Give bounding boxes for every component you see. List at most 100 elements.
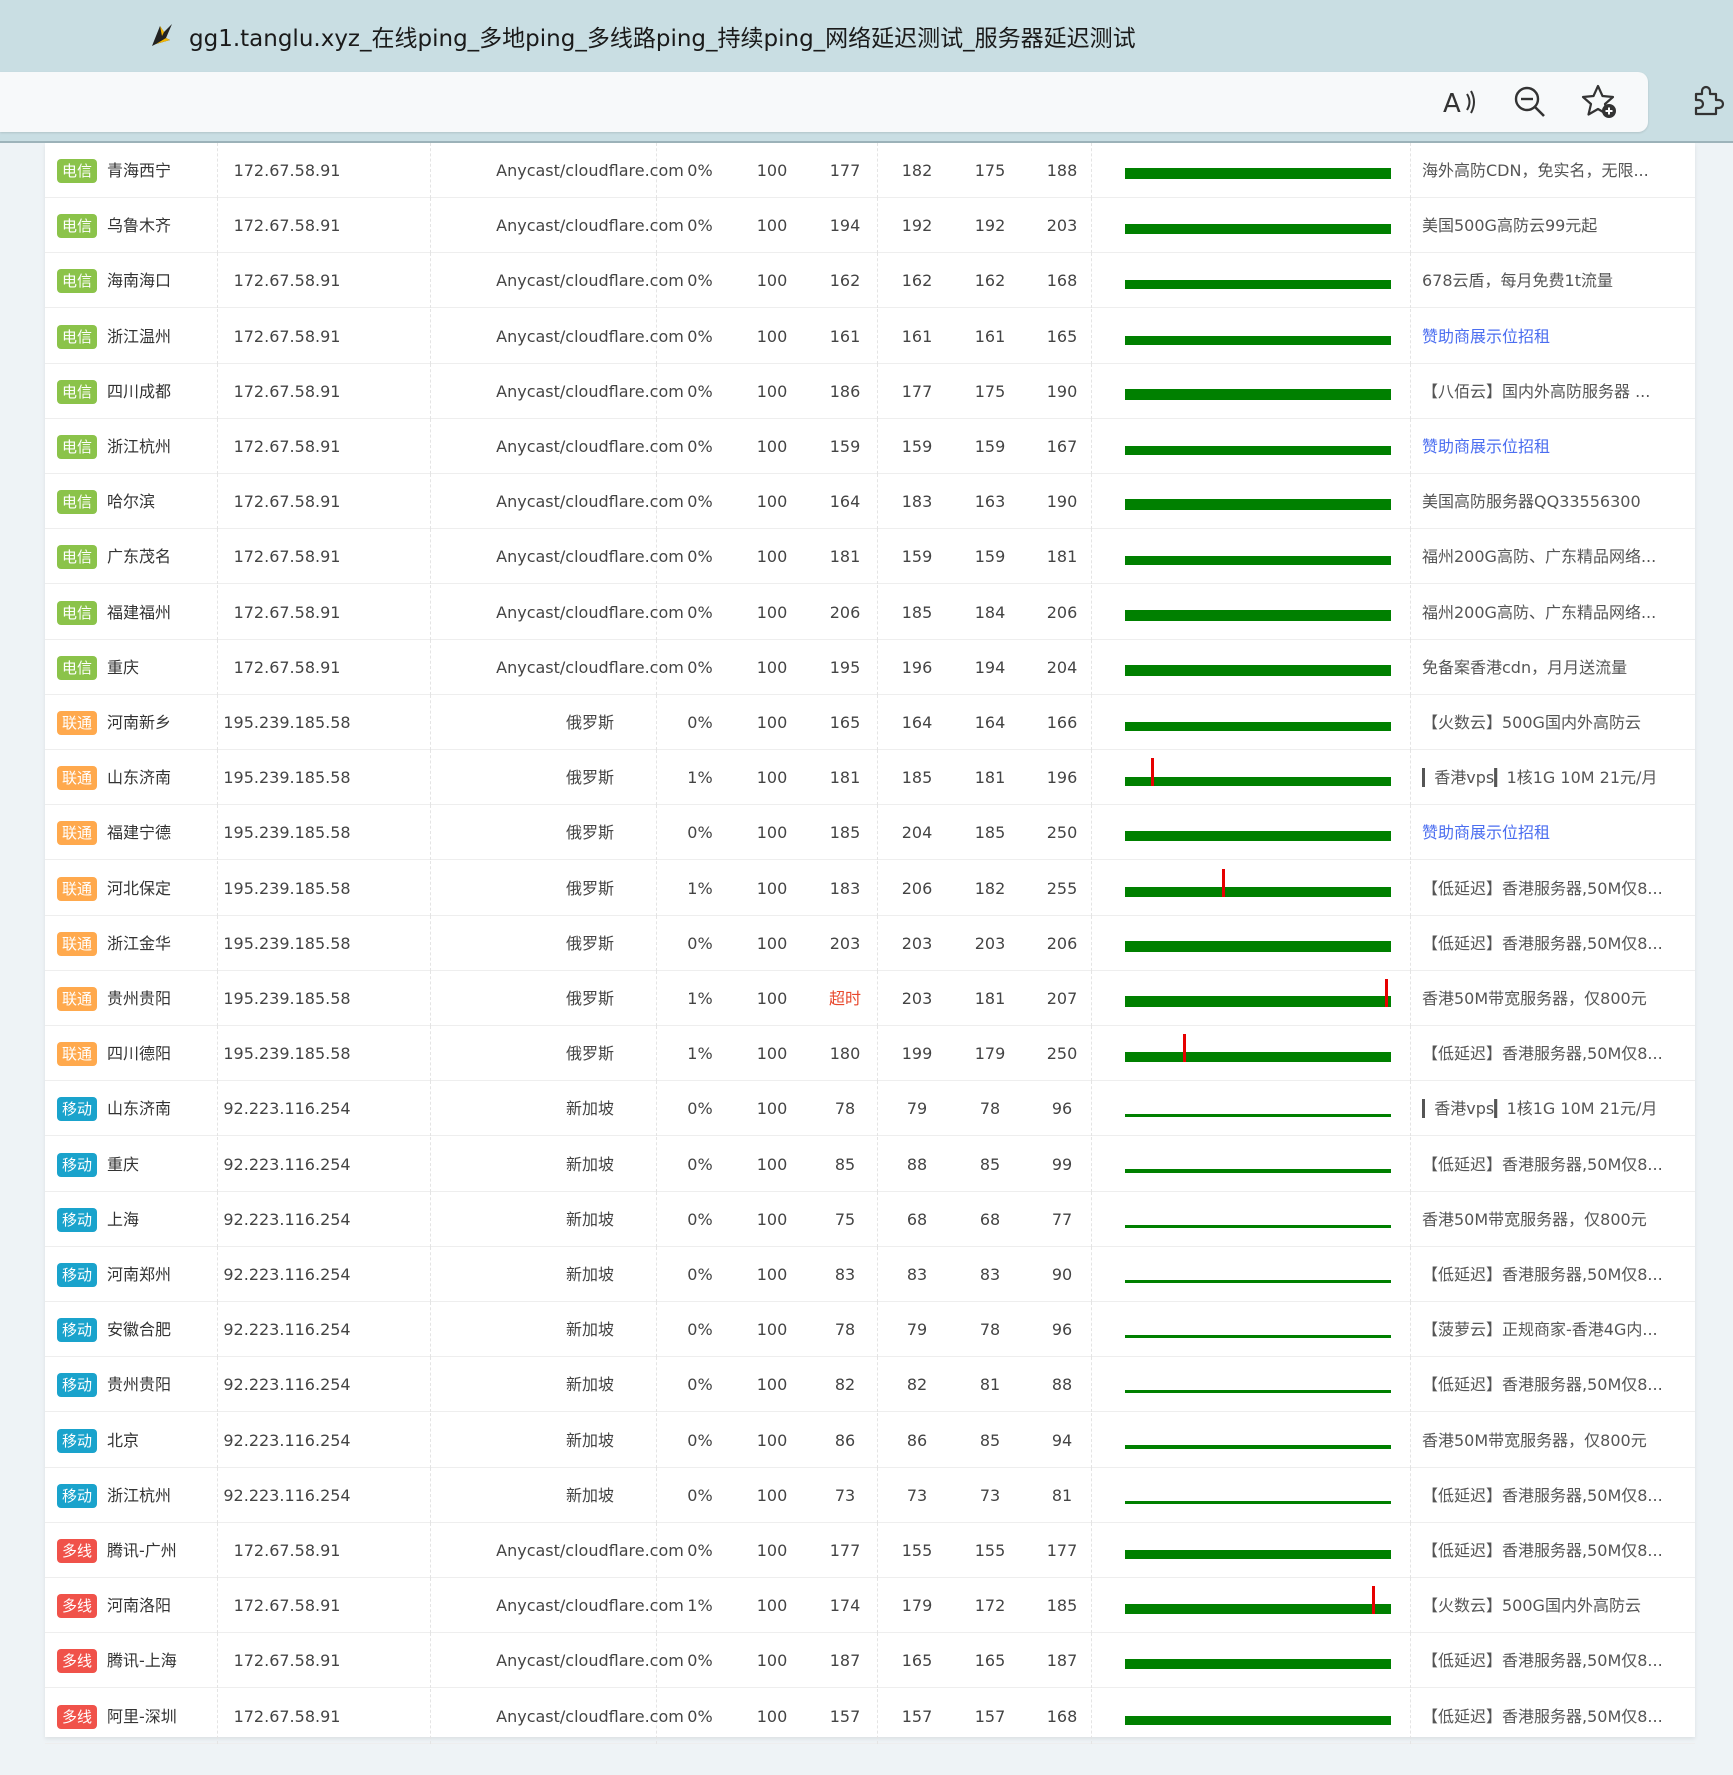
column-divider [430,1026,431,1082]
sponsor-ad[interactable]: 海外高防CDN，免实名，无限... [1422,161,1649,180]
isp-badge: 联通 [57,711,98,735]
column-divider [1410,1081,1411,1137]
geo-cell: Anycast/cloudflare.com [496,602,684,622]
latency-graph [1125,1523,1391,1578]
address-bar[interactable]: A [0,72,1648,132]
sponsor-ad[interactable]: 678云盾，每月免费1t流量 [1422,271,1613,291]
add-favorite-icon[interactable] [1580,82,1620,122]
column-divider [656,1026,657,1082]
column-divider [1091,1578,1092,1634]
geo-cell: Anycast/cloudflare.com [496,1651,684,1671]
sponsor-ad[interactable]: 【低延迟】香港服务器,50M仅8... [1422,1044,1663,1064]
window-titlebar: gg1.tanglu.xyz_在线ping_多地ping_多线路ping_持续p… [0,0,1733,72]
sponsor-ad[interactable]: 美国500G高防云99元起 [1422,216,1598,236]
column-divider [656,750,657,806]
sent-cell: 100 [756,271,788,291]
sponsor-ad[interactable]: 【低延迟】香港服务器,50M仅8... [1422,1265,1663,1284]
ip-cell: 172.67.58.91 [233,492,341,512]
loss-cell: 0% [687,1154,713,1174]
max-cell: 166 [1046,713,1078,732]
column-divider [877,1136,878,1192]
location-cell: 河南郑州 [107,1265,172,1284]
column-divider [656,639,657,695]
sponsor-ad[interactable]: 福州200G高防、广东精品网络... [1422,602,1657,622]
column-divider [656,198,657,254]
ip-cell: 92.223.116.254 [223,1485,351,1505]
column-divider [1091,1191,1092,1247]
sponsor-ad[interactable]: ▎香港vps▎1核1G 10M 21元/月 [1422,1099,1658,1119]
sponsor-ad[interactable]: 免备案香港cdn，月月送流量 [1422,657,1628,677]
sponsor-ad[interactable]: 【低延迟】香港服务器,50M仅8... [1422,1375,1663,1395]
sponsor-ad[interactable]: 【低延迟】香港服务器,50M仅8... [1422,1706,1663,1726]
sponsor-ad[interactable]: 香港50M带宽服务器，仅800元 [1422,989,1647,1008]
read-aloud-icon[interactable]: A [1440,82,1480,122]
sponsor-ad[interactable]: 【低延迟】香港服务器,50M仅8... [1422,878,1663,898]
ip-cell: 172.67.58.91 [233,1706,341,1726]
geo-cell: 俄罗斯 [565,1044,614,1064]
column-divider [877,1467,878,1523]
column-divider [1091,1467,1092,1523]
ip-cell: 92.223.116.254 [223,1154,351,1174]
sponsor-ad[interactable]: 美国高防服务器QQ33556300 [1422,492,1641,512]
sponsor-ad[interactable]: 【低延迟】香港服务器,50M仅8... [1422,1651,1663,1671]
last-cell: 78 [834,1320,856,1340]
sponsor-ad[interactable]: 【火数云】500G国内外高防云 [1422,1596,1641,1616]
avg-cell: 183 [901,492,933,512]
column-divider [430,1467,431,1523]
column-divider [877,1633,878,1689]
column-divider [656,1633,657,1689]
sponsor-ad[interactable]: 【低延迟】香港服务器,50M仅8... [1422,1154,1663,1174]
min-cell: 179 [974,1044,1006,1064]
max-cell: 190 [1046,381,1078,401]
column-divider [217,363,218,419]
column-divider [877,1081,878,1137]
last-cell: 164 [829,492,861,512]
sponsor-ad[interactable]: ▎香港vps▎1核1G 10M 21元/月 [1422,768,1658,788]
sponsor-ad[interactable]: 香港50M带宽服务器，仅800元 [1422,1209,1647,1229]
ip-cell: 195.239.185.58 [223,768,351,788]
avg-cell: 185 [901,602,933,622]
sponsor-ad[interactable]: 香港50M带宽服务器，仅800元 [1422,1430,1647,1450]
sponsor-ad[interactable]: 【低延迟】香港服务器,50M仅8... [1422,933,1663,953]
column-divider [877,639,878,695]
min-cell: 184 [974,602,1006,622]
sponsor-ad[interactable]: 【低延迟】香港服务器,50M仅8... [1422,1485,1663,1505]
last-cell: 183 [829,878,861,898]
column-divider [1410,805,1411,861]
column-divider [656,584,657,640]
sponsor-link[interactable]: 赞助商展示位招租 [1422,823,1551,843]
sponsor-ad[interactable]: 【八佰云】国内外高防服务器 ... [1422,381,1651,401]
isp-badge: 电信 [57,655,98,680]
ip-cell: 195.239.185.58 [223,823,351,843]
column-divider [1410,695,1411,750]
sponsor-ad[interactable]: 【低延迟】香港服务器,50M仅8... [1422,1541,1663,1560]
column-divider [430,474,431,530]
location-cell: 乌鲁木齐 [107,216,172,236]
column-divider [430,529,431,585]
latency-fill [1125,1550,1391,1559]
sponsor-ad[interactable]: 福州200G高防、广东精品网络... [1422,547,1657,567]
latency-fill [1125,1500,1391,1504]
location-cell: 四川德阳 [107,1044,172,1064]
column-divider [430,1081,431,1137]
geo-cell: Anycast/cloudflare.com [496,437,684,456]
column-divider [656,915,657,971]
extensions-icon[interactable] [1686,82,1726,122]
table-row: 移动 山东济南 92.223.116.254 新加坡 0% 100 78 79 78 96 ▎香港v… [45,1081,1695,1137]
avg-cell: 83 [906,1265,928,1284]
max-cell: 188 [1046,161,1078,180]
column-divider [656,1191,657,1247]
location-cell: 河北保定 [107,878,172,898]
column-divider [1091,1688,1092,1744]
sponsor-link[interactable]: 赞助商展示位招租 [1422,326,1551,346]
column-divider [877,1412,878,1468]
column-divider [1410,253,1411,309]
zoom-out-icon[interactable] [1510,82,1550,122]
column-divider [877,198,878,254]
column-divider [430,1191,431,1247]
avg-cell: 161 [901,326,933,346]
sponsor-ad[interactable]: 【火数云】500G国内外高防云 [1422,713,1641,732]
sponsor-link[interactable]: 赞助商展示位招租 [1422,437,1551,456]
sponsor-ad[interactable]: 【菠萝云】正规商家-香港4G内... [1422,1320,1658,1340]
latency-fill [1125,1168,1391,1173]
